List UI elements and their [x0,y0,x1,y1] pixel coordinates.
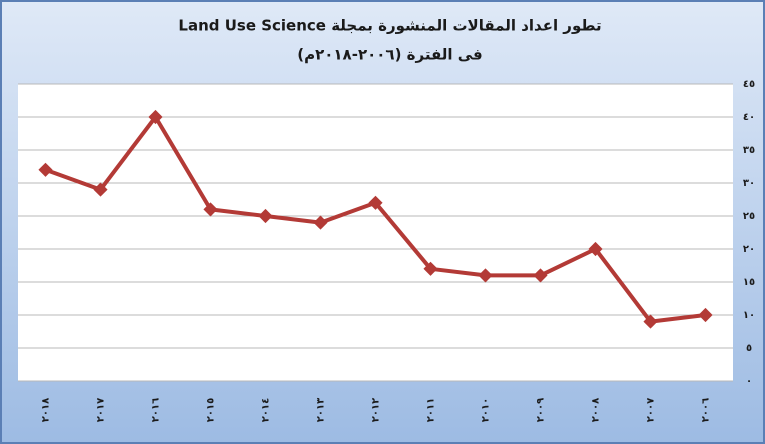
x-tick-label: ٢٠١٢ [371,398,382,422]
marker [698,307,713,323]
marker [368,195,383,210]
y-tick-label: ٥ [746,343,752,354]
y-tick-label: ٣٠ [743,178,755,189]
x-tick-label: ٢٠١٣ [316,398,327,422]
y-tick-label: ٢٠ [743,244,755,255]
chart-title: تطور اعداد المقالات المنشورة بمجلة Land … [178,17,601,35]
marker [423,261,438,276]
marker [643,314,658,329]
marker [588,241,603,257]
y-tick-label: ٢٥ [743,211,755,222]
y-tick-label: ١٠ [743,310,755,321]
chart-subtitle: فى الفترة (٢٠٠٦-٢٠١٨م) [297,46,483,64]
y-tick-label: ٤٠ [743,112,755,123]
x-tick-label: ٢٠٠٧ [646,398,657,422]
x-tick-label: ٢٠١٨ [41,398,52,422]
y-tick-label: ١٥ [743,277,755,288]
plot-area [18,84,733,381]
y-tick-label: ٠ [746,376,752,387]
x-tick-label: ٢٠١٦ [151,398,162,422]
x-tick-label: ٢٠١١ [426,398,437,422]
x-tick-label: ٢٠١٠ [481,398,492,422]
marker [203,202,218,217]
x-tick-label: ٢٠١٧ [96,398,107,422]
x-tick-label: ٢٠٠٨ [591,398,602,422]
marker [258,208,273,224]
marker [313,215,328,230]
y-tick-label: ٤٥ [743,79,755,90]
marker [533,268,548,283]
x-tick-label: ٢٠١٥ [206,398,217,422]
x-tick-label: ٢٠١٤ [261,398,272,422]
y-tick-label: ٣٥ [743,145,755,156]
x-tick-label: ٢٠٠٩ [536,398,547,422]
marker [478,268,493,283]
x-tick-label: ٢٠٠٦ [701,398,712,422]
